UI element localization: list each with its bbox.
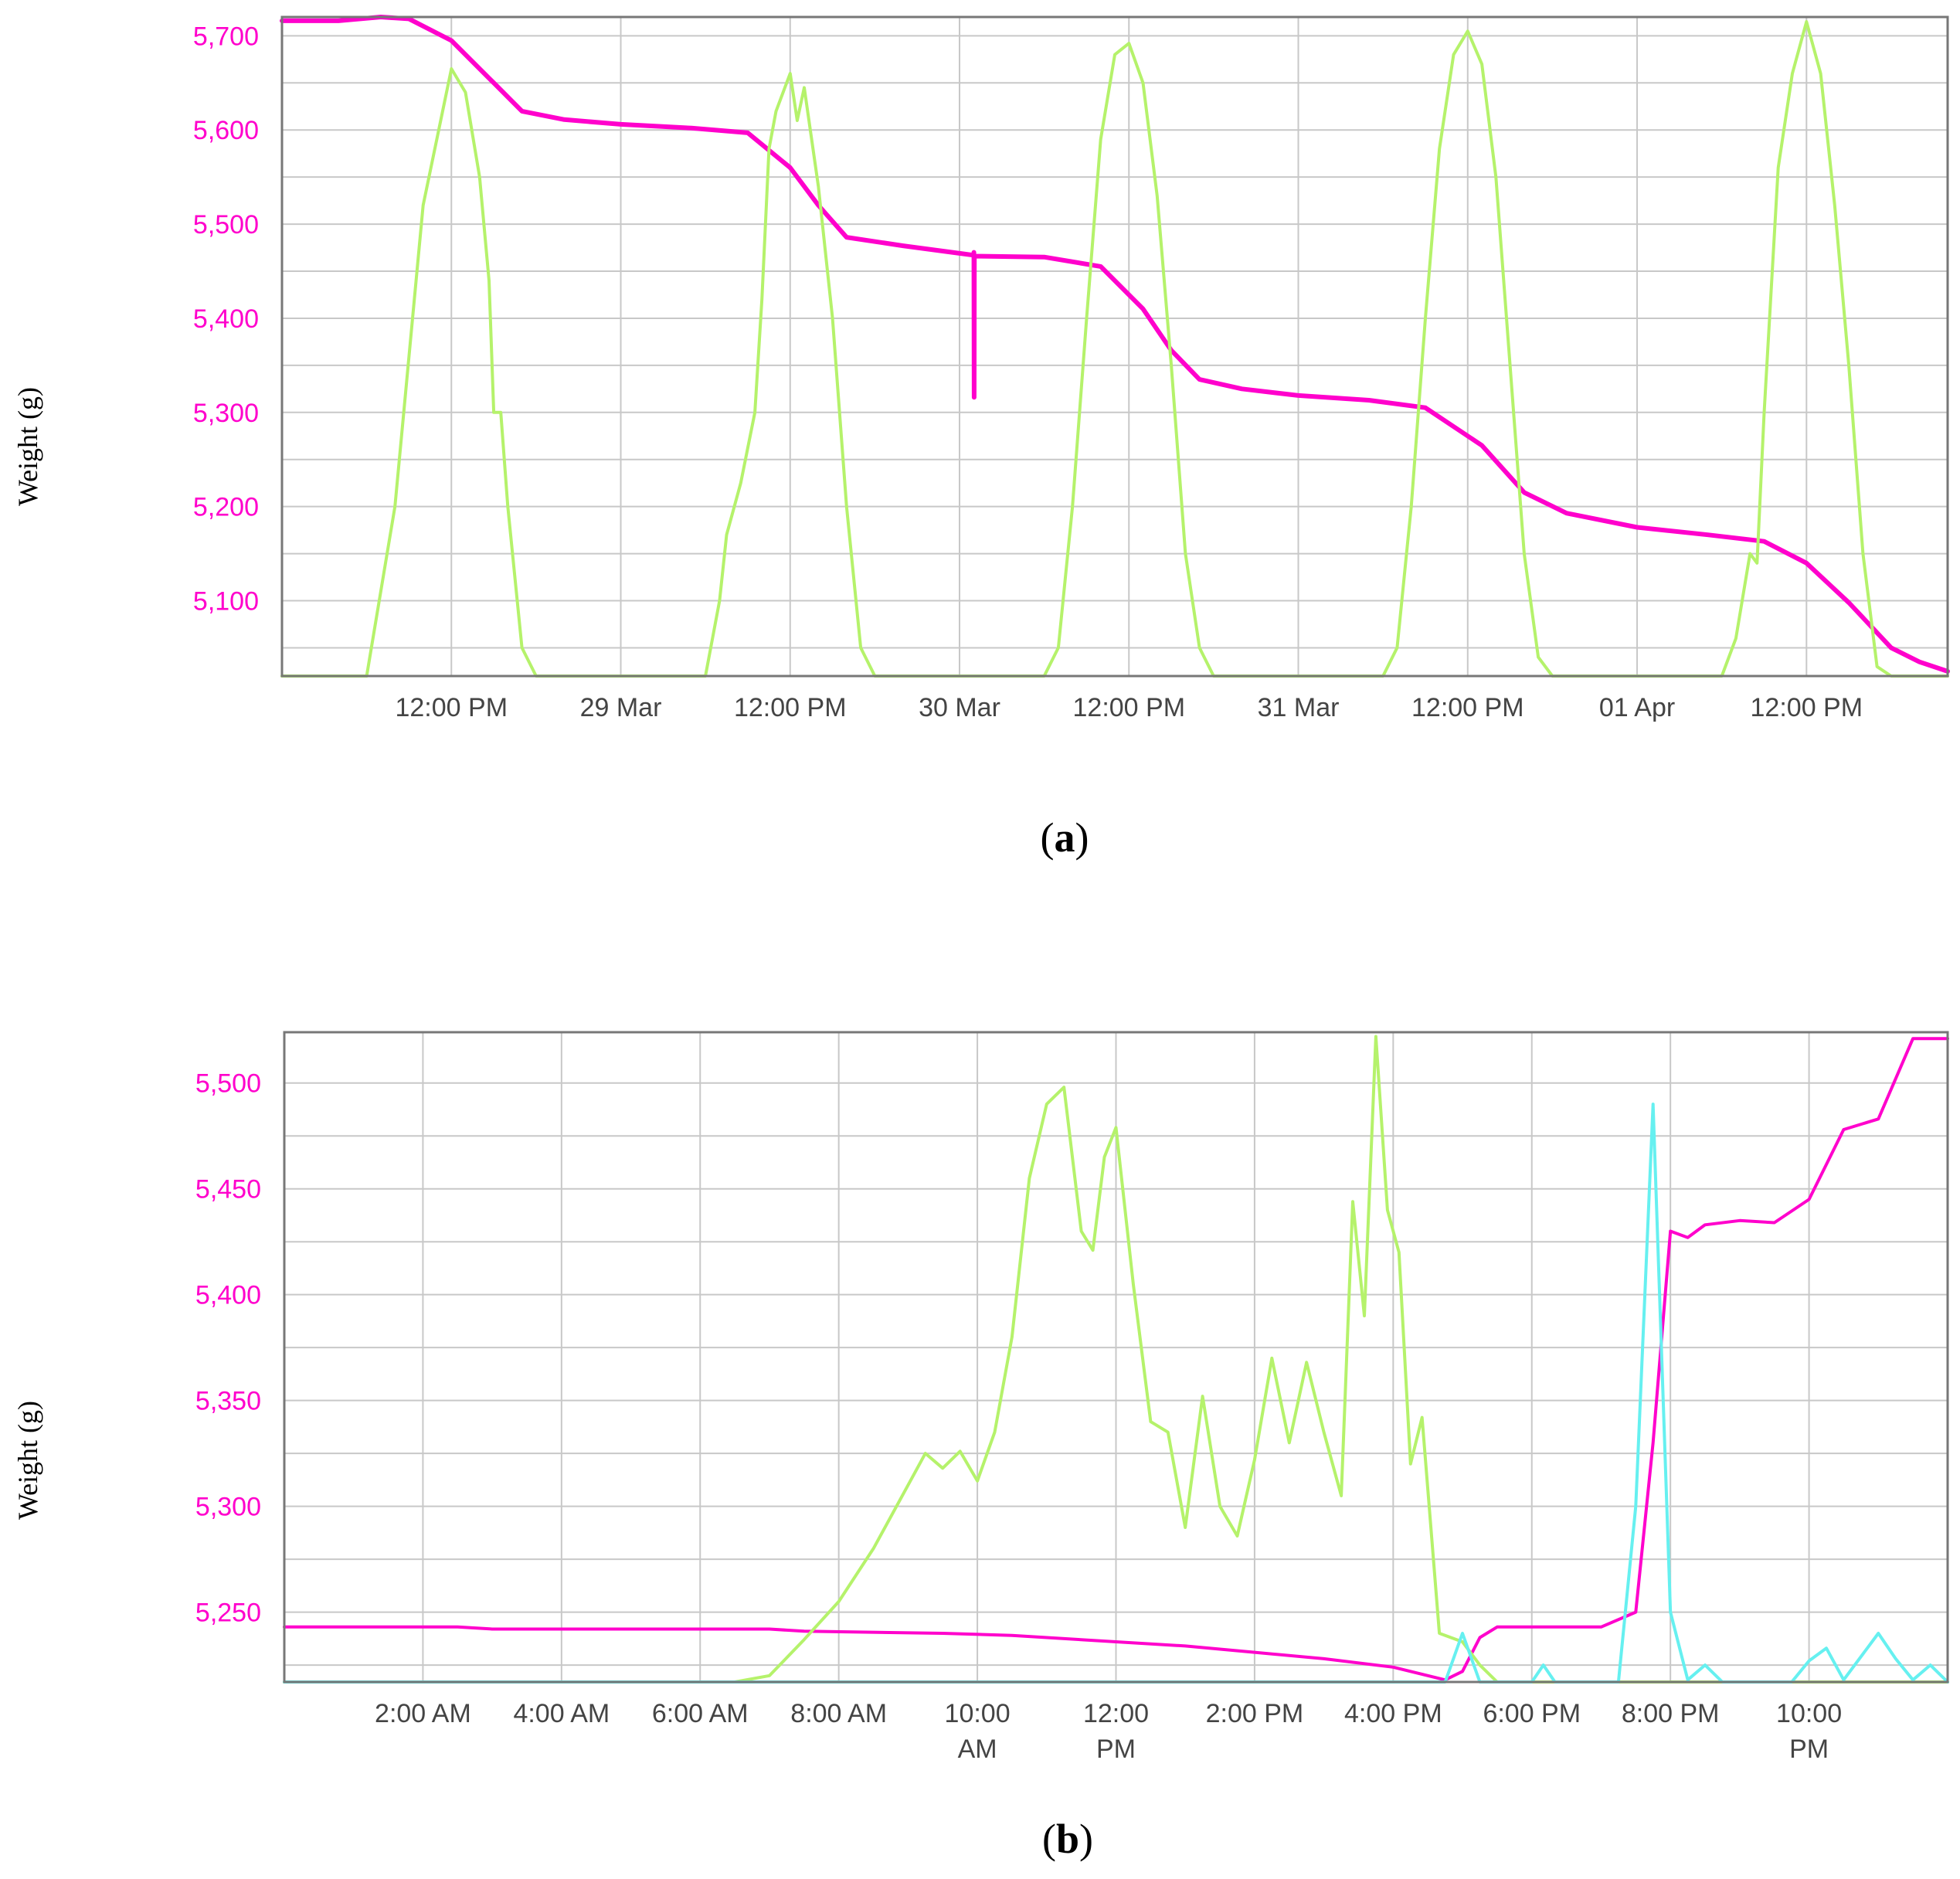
x-tick-label: 6:00 AM [652,1699,749,1728]
grid-a [282,17,1948,676]
caption-b: (b) [1042,1816,1093,1862]
x-tick-label: 12:00 PM [395,693,508,722]
y-axis-label-b: Weight (g) [12,1401,43,1520]
y-tick-label: 5,400 [193,304,259,334]
y-tick-label: 5,450 [195,1175,261,1205]
caption-a: (a) [1041,814,1089,861]
caption-b-letter: b [1056,1816,1079,1862]
series-line-2 [283,1035,1949,1684]
panel-b: 5,250 5,300 5,350 5,400 5,450 5,500 2:00 AM 4:0… [12,1031,1949,1862]
axis-ticks-a: 5,100 5,200 5,300 5,400 5,500 5,600 5,700 12:00… [193,22,1863,722]
y-tick-label: 5,100 [193,587,259,617]
series-line-2 [280,20,1949,678]
x-tick-label: 31 Mar [1258,693,1340,722]
plot-frame-a [280,15,1949,678]
x-tick-label: 12:00 PM [1411,693,1524,722]
y-tick-label: 5,350 [195,1387,261,1416]
x-tick-label: 4:00 PM [1344,1699,1442,1728]
y-tick-label: 5,700 [193,22,259,51]
y-tick-label: 5,600 [193,116,259,145]
y-tick-label: 5,500 [193,210,259,240]
plot-frame-b [283,1031,1949,1684]
y-tick-label: 5,250 [195,1599,261,1628]
x-tick-label: 8:00 PM [1622,1699,1720,1728]
x-tick-label: 6:00 PM [1483,1699,1581,1728]
x-tick-label-line2: PM [1096,1735,1136,1764]
x-tick-label: 12:00 PM [1073,693,1186,722]
x-tick-label: 12:00 PM [1751,693,1863,722]
axis-ticks-b: 5,250 5,300 5,350 5,400 5,450 5,500 2:00 AM 4:0… [195,1069,1842,1764]
x-tick-label-line2: AM [958,1735,997,1764]
x-tick-label: 29 Mar [580,693,662,722]
y-tick-label: 5,400 [195,1281,261,1310]
y-tick-label: 5,200 [193,493,259,522]
series-group-a [280,15,1950,678]
y-axis-label-a: Weight (g) [12,387,43,506]
caption-a-letter: a [1055,814,1075,861]
series-line-1 [280,15,1950,674]
x-tick-label: 8:00 AM [790,1699,887,1728]
panel-a: 5,100 5,200 5,300 5,400 5,500 5,600 5,700 12:00… [12,15,1950,861]
y-tick-label: 5,300 [193,399,259,428]
x-tick-label-line2: PM [1789,1735,1829,1764]
x-tick-label: 2:00 PM [1206,1699,1304,1728]
x-tick-label: 01 Apr [1599,693,1675,722]
x-tick-label: 10:00 [1776,1699,1842,1728]
x-tick-label: 12:00 [1083,1699,1149,1728]
x-tick-label: 30 Mar [919,693,1000,722]
x-tick-label: 4:00 AM [513,1699,610,1728]
x-tick-label: 12:00 PM [734,693,847,722]
y-tick-label: 5,300 [195,1493,261,1522]
x-tick-label: 10:00 [945,1699,1011,1728]
x-tick-label: 2:00 AM [375,1699,471,1728]
y-tick-label: 5,500 [195,1069,261,1099]
